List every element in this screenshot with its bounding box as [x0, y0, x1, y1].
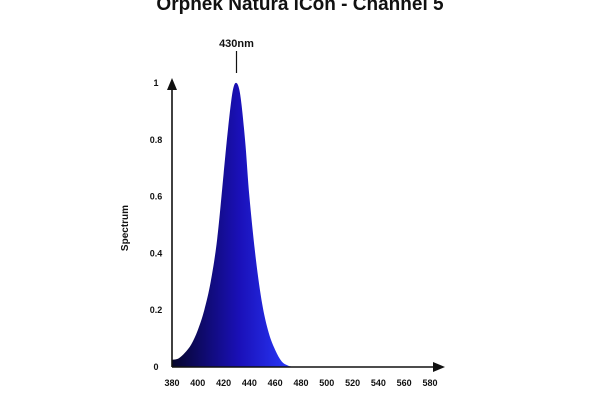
y-tick-labels: 0 0.2 0.4 0.6 0.8 1: [150, 78, 163, 372]
y-axis-arrow: [167, 78, 177, 90]
x-tick-label: 420: [216, 378, 231, 388]
x-tick-label: 540: [371, 378, 386, 388]
x-tick-label: 520: [345, 378, 360, 388]
chart-title: Orphek Natura iCon - Channel 5: [156, 0, 444, 15]
x-tick-label: 560: [397, 378, 412, 388]
peak-label: 430nm: [219, 38, 254, 50]
y-tick-label: 0.2: [150, 305, 163, 315]
y-tick-label: 0.8: [150, 135, 163, 145]
x-tick-label: 480: [293, 378, 308, 388]
y-axis-label: Spectrum: [120, 205, 131, 251]
x-tick-label: 440: [242, 378, 257, 388]
x-tick-label: 580: [422, 378, 437, 388]
x-tick-label: 500: [319, 378, 334, 388]
y-tick-label: 1: [153, 78, 158, 88]
y-tick-label: 0: [153, 362, 158, 372]
x-tick-label: 460: [268, 378, 283, 388]
y-tick-label: 0.6: [150, 192, 163, 202]
x-axis-arrow: [433, 362, 445, 372]
y-tick-label: 0.4: [150, 248, 163, 258]
spectrum-area: [171, 82, 295, 367]
x-tick-labels: 380 400 420 440 460 480 500 520 540 560 580: [164, 378, 437, 388]
x-tick-label: 400: [190, 378, 205, 388]
x-tick-label: 380: [164, 378, 179, 388]
